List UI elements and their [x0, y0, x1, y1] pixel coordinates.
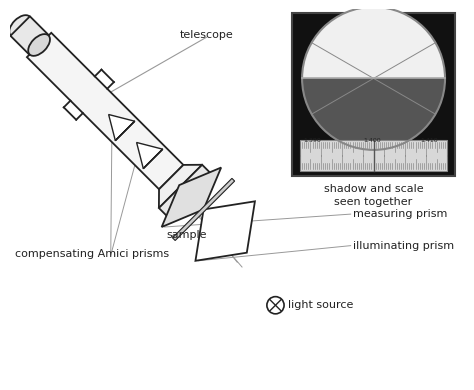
Polygon shape: [10, 16, 49, 55]
Ellipse shape: [9, 15, 31, 37]
Text: telescope: telescope: [180, 30, 233, 40]
Text: measuring prism: measuring prism: [353, 209, 447, 219]
Text: compensating Amici prisms: compensating Amici prisms: [15, 250, 169, 259]
Text: sample: sample: [166, 230, 207, 241]
Polygon shape: [159, 165, 202, 208]
Text: 1.400: 1.400: [363, 138, 381, 143]
Ellipse shape: [28, 34, 50, 56]
Text: shadow and scale
seen together: shadow and scale seen together: [324, 184, 423, 207]
Polygon shape: [109, 115, 135, 140]
Polygon shape: [143, 149, 163, 168]
Text: light source: light source: [288, 300, 353, 310]
Text: illuminating prism: illuminating prism: [353, 241, 454, 251]
Polygon shape: [159, 165, 213, 219]
Polygon shape: [173, 178, 235, 241]
Polygon shape: [27, 33, 183, 189]
FancyBboxPatch shape: [292, 13, 455, 176]
Text: 1.410: 1.410: [420, 138, 438, 143]
Text: 1.390: 1.390: [303, 138, 320, 143]
FancyBboxPatch shape: [300, 140, 447, 171]
Polygon shape: [162, 168, 221, 227]
Polygon shape: [137, 142, 163, 168]
Polygon shape: [195, 201, 255, 261]
Wedge shape: [302, 7, 445, 78]
Circle shape: [267, 297, 284, 314]
Wedge shape: [302, 78, 445, 150]
Polygon shape: [115, 121, 135, 140]
